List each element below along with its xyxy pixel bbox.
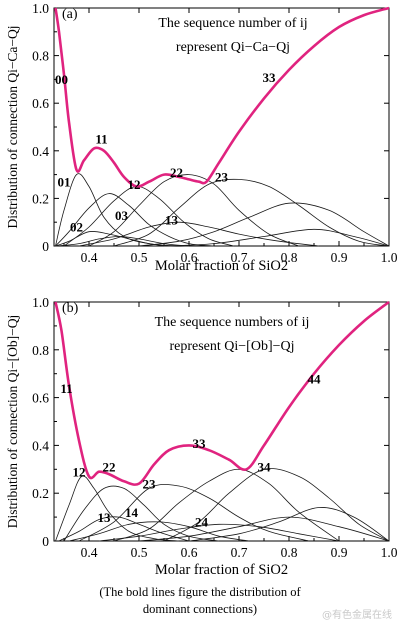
panel-a-curve-label: 02 xyxy=(70,220,83,235)
panel-b-title-line-1: The sequence numbers of ij xyxy=(155,315,310,330)
panel-b-x-tick-label: 1.0 xyxy=(381,545,398,560)
panel-a-x-tick-label: 0.7 xyxy=(231,250,248,265)
panel-b-series-line-22 xyxy=(63,485,220,542)
panel-a-curve-label: 03 xyxy=(115,208,129,223)
panel-a-x-tick-label: 0.4 xyxy=(81,250,98,265)
panel-a-curve-label: 11 xyxy=(95,132,107,147)
panel-a-curve-label: 23 xyxy=(215,170,229,185)
panel-b-x-tick-label: 0.9 xyxy=(331,545,348,560)
panel-a-title-line-2: represent Qi−Ca−Qj xyxy=(176,40,290,55)
panel-b-series-line-13 xyxy=(58,516,190,542)
panel-a-series-line-23 xyxy=(113,178,390,247)
panel-a-y-tick-label: 0.2 xyxy=(32,191,49,206)
panel-b-y-tick-label: 0.4 xyxy=(32,438,49,453)
panel-b-curve-label: 14 xyxy=(125,505,139,520)
panel-b-curve-label: 11 xyxy=(60,381,72,396)
panel-a-series-line-11 xyxy=(55,193,215,247)
panel-a-dominant-curve xyxy=(54,6,390,188)
panel-b-y-tick-label: 1.0 xyxy=(32,295,49,310)
panel-a-curve-label: 13 xyxy=(165,213,179,228)
panel-a-title-line-1: The sequence number of ij xyxy=(158,16,307,31)
caption-line-1: (The bold lines figure the distribution … xyxy=(99,585,301,599)
panel-a-series-line-12 xyxy=(63,186,235,247)
panel-b-x-tick-label: 0.6 xyxy=(181,545,198,560)
panel-b-series-line-14 xyxy=(68,521,250,542)
caption-line-2: dominant connections) xyxy=(142,602,258,616)
panel-a-y-tick-label: 0.4 xyxy=(32,144,49,159)
panel-a-x-tick-label: 0.8 xyxy=(281,250,298,265)
panel-a-curve-label: 01 xyxy=(58,175,71,190)
watermark: @有色金属在线 xyxy=(322,610,392,621)
panel-b-y-tick-label: 0.2 xyxy=(32,486,49,501)
panel-a-y-axis-label: Distribution of connection Qi−Ca−Qj xyxy=(5,25,20,228)
panel-b-series-line-44 xyxy=(188,507,390,542)
panel-b-series-line-23 xyxy=(78,483,310,542)
panel-a-x-axis-label: Molar fraction of SiO2 xyxy=(155,258,288,274)
panel-b-y-tick-label: 0.8 xyxy=(32,343,49,358)
panel-a-curve-label: 12 xyxy=(128,177,141,192)
panel-b-series-line-33 xyxy=(113,468,340,542)
panel-a-curve-label: 33 xyxy=(263,70,277,85)
panel-b-x-tick-label: 0.5 xyxy=(131,545,148,560)
panel-b-curve-label: 13 xyxy=(98,510,112,525)
panel-a-y-tick-label: 0.8 xyxy=(32,49,49,64)
panel-a-x-tick-label: 1.0 xyxy=(381,250,398,265)
panel-a-y-tick-label: 0.6 xyxy=(32,96,49,111)
panel-b-curve-label: 12 xyxy=(73,464,86,479)
panel-b-x-tick-label: 0.8 xyxy=(281,545,298,560)
panel-b-series-line-34 xyxy=(163,468,390,542)
panel-b-curve-label: 24 xyxy=(195,515,209,530)
panel-b-curve-label: 23 xyxy=(143,476,157,491)
panel-a-series-line-13 xyxy=(78,221,320,247)
panel-b-dominant-curve xyxy=(54,300,390,486)
panel-a-curve-label: 00 xyxy=(55,72,68,87)
panel-b-label: (b) xyxy=(62,301,79,316)
panel-a-y-tick-label: 0 xyxy=(42,239,49,254)
figure-caption: (The bold lines figure the distribution … xyxy=(0,584,400,618)
panel-a-x-tick-label: 0.6 xyxy=(181,250,198,265)
panel-b-y-tick-label: 0 xyxy=(42,534,49,549)
panel-a-y-tick-label: 1.0 xyxy=(32,1,49,16)
panel-a-series-line-33 xyxy=(138,202,390,247)
panel-b-y-axis-label: Distribution of connection Qi−[Ob]−Qj xyxy=(5,315,20,529)
panel-b-y-tick-label: 0.6 xyxy=(32,391,49,406)
panel-a-series-line xyxy=(163,228,390,247)
panel-b-x-tick-label: 0.7 xyxy=(231,545,248,560)
panel-b-x-tick-label: 0.4 xyxy=(81,545,98,560)
panel-a-label: (a) xyxy=(62,7,78,22)
panel-b-curve-label: 22 xyxy=(103,460,116,475)
panel-b-curve-label: 33 xyxy=(193,436,207,451)
panel-a-curve-label: 22 xyxy=(170,165,183,180)
panel-a-x-tick-label: 0.5 xyxy=(131,250,148,265)
panel-a-series-line-22 xyxy=(88,174,300,247)
panel-b-x-axis-label: Molar fraction of SiO2 xyxy=(155,562,288,578)
panel-b-series-line-24 xyxy=(98,523,340,542)
panel-b-curve-label: 34 xyxy=(258,460,272,475)
panel-b-series-line-12 xyxy=(55,475,180,542)
panel-b-curve-label: 44 xyxy=(308,371,322,386)
panel-b-series-line xyxy=(138,516,390,542)
panel-a-x-tick-label: 0.9 xyxy=(331,250,348,265)
panel-b-title-line-2: represent Qi−[Ob]−Qj xyxy=(169,339,294,354)
